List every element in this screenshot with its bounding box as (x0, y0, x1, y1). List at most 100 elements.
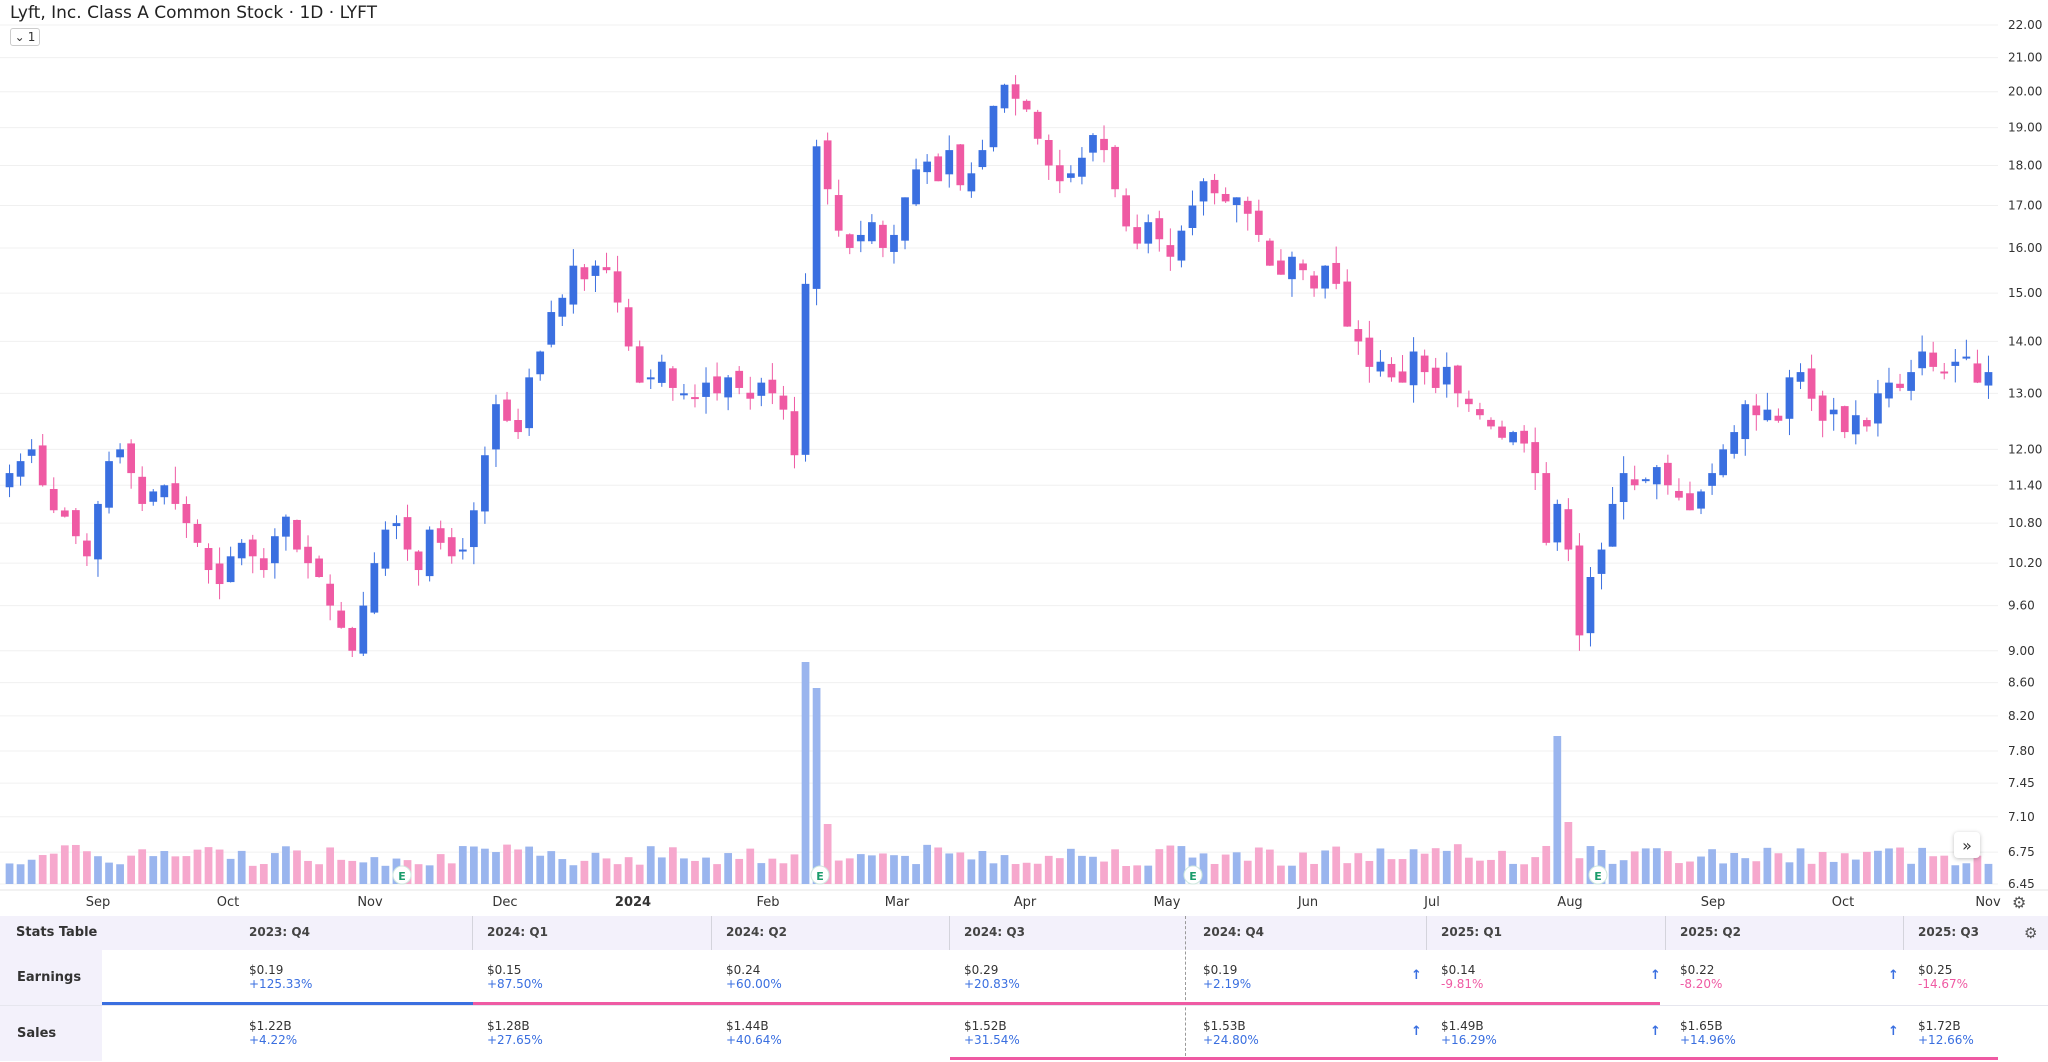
volume-bar (116, 864, 124, 884)
volume-bar (1896, 847, 1904, 884)
stats-cell-percent: +27.65% (487, 1033, 543, 1047)
stats-cell-percent: -14.67% (1918, 977, 1969, 991)
volume-bar (1376, 848, 1385, 884)
volume-bar (1022, 862, 1031, 884)
candle-body (1807, 368, 1816, 399)
volume-bar (182, 856, 191, 884)
candle-body (458, 549, 467, 552)
candle-body (934, 156, 943, 182)
row-separator (0, 1005, 2048, 1006)
volume-bar (326, 847, 335, 884)
y-tick-label: 9.60 (2008, 599, 2035, 613)
stats-cell-value: $1.28B (487, 1019, 530, 1033)
y-tick-label: 15.00 (2008, 286, 2042, 300)
candle-body (1962, 356, 1971, 359)
volume-bar (1575, 858, 1584, 884)
candle-body (1288, 256, 1296, 280)
volume-bar (1144, 865, 1153, 884)
axis-settings-icon[interactable]: ⚙ (2012, 893, 2027, 912)
earnings-row-label: Earnings (0, 950, 102, 1005)
candle-body (1442, 366, 1451, 385)
y-tick-label: 10.20 (2008, 556, 2042, 570)
volume-bar (1100, 861, 1108, 884)
x-tick-label: Aug (1557, 895, 1582, 910)
volume-bar (1343, 863, 1352, 884)
candle-body (1520, 430, 1529, 444)
price-chart[interactable]: 22.0021.0020.0019.0018.0017.0016.0015.00… (0, 0, 2048, 916)
stats-cell-percent: +2.19% (1203, 977, 1252, 991)
candle-body (1663, 462, 1672, 486)
volume-bar (492, 852, 500, 884)
volume-bar (713, 864, 721, 884)
volume-bar (138, 849, 147, 884)
quarter-header: 2025: Q2 (1680, 925, 1741, 939)
candle-body (16, 461, 25, 477)
candle-body (1840, 406, 1849, 433)
candle-body (1409, 351, 1418, 386)
y-tick-label: 19.00 (2008, 121, 2042, 135)
candle-body (1575, 545, 1584, 636)
x-tick-label: Oct (1832, 895, 1854, 910)
volume-bar (1697, 856, 1705, 884)
candle-body (1243, 200, 1252, 214)
stats-cell-value: $1.49B (1441, 1019, 1484, 1033)
volume-bar (1310, 863, 1318, 884)
candle-body (890, 234, 898, 252)
scroll-to-latest-button[interactable]: » (1954, 832, 1980, 858)
volume-bar (890, 855, 898, 884)
volume-bar (171, 856, 180, 884)
stats-cell-value: $0.25 (1918, 963, 1953, 977)
volume-bar (845, 858, 854, 884)
candle-body (1487, 419, 1495, 427)
candle-body (1752, 405, 1761, 416)
earnings-marker (810, 865, 830, 885)
candle-body (1387, 363, 1396, 378)
candle-body (83, 540, 91, 557)
candle-body (525, 377, 534, 429)
volume-bar (1078, 855, 1086, 884)
volume-bar (1011, 864, 1020, 884)
candle-body (447, 537, 456, 557)
candle-body (613, 271, 622, 303)
volume-bar (657, 857, 666, 884)
candle-body (1100, 138, 1108, 151)
chevron-down-icon: ⌄ (14, 30, 25, 44)
candle-body (27, 449, 36, 456)
candle-body (1885, 382, 1893, 399)
stats-cell-percent: +16.29% (1441, 1033, 1497, 1047)
candle-body (956, 144, 965, 186)
volume-bar (1155, 849, 1164, 884)
candle-body (392, 523, 401, 527)
volume-bar (1277, 865, 1285, 884)
candle-body (1851, 415, 1860, 435)
candle-body (105, 461, 113, 508)
volume-bar (193, 849, 202, 884)
volume-bar (481, 848, 489, 884)
candle-body (1708, 473, 1716, 486)
candle-body (425, 529, 434, 577)
candle-body (481, 455, 489, 512)
candle-body (1089, 135, 1097, 153)
x-tick-label: Jun (1297, 895, 1318, 910)
earnings-marker-label: E (1189, 870, 1197, 883)
volume-bar (1288, 865, 1296, 884)
x-tick-label: Feb (756, 895, 779, 910)
stats-settings-icon[interactable]: ⚙ (2024, 924, 2038, 942)
candle-body (38, 445, 47, 486)
volume-bar (1553, 736, 1562, 884)
y-tick-label: 6.45 (2008, 877, 2035, 891)
volume-bar (1686, 861, 1694, 884)
y-tick-label: 22.00 (2008, 18, 2042, 32)
volume-bar (1299, 852, 1307, 884)
collapse-indicators-button[interactable]: ⌄ 1 (10, 28, 40, 46)
volume-bar (27, 859, 36, 884)
volume-bar (425, 865, 434, 884)
candle-body (901, 197, 909, 241)
volume-bar (790, 854, 799, 884)
earnings-bar-pink (473, 1002, 1660, 1005)
candle-body (49, 488, 58, 511)
x-tick-label: Jul (1423, 895, 1440, 910)
volume-bar (558, 859, 567, 884)
volume-bar (1365, 860, 1374, 884)
double-chevron-right-icon: » (1962, 835, 1972, 855)
